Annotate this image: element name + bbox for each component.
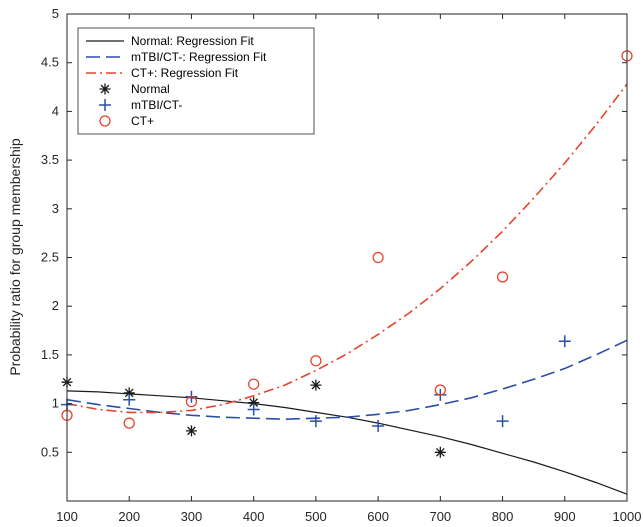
- y-tick-label-0: 0.5: [41, 444, 59, 459]
- x-tick-label-5: 600: [367, 509, 389, 524]
- y-tick-label-6: 3.5: [41, 152, 59, 167]
- data-point-4-8: [558, 335, 571, 348]
- x-tick-label-9: 1000: [613, 509, 642, 524]
- data-point-5-7: [496, 271, 509, 283]
- data-point-4-4: [309, 415, 322, 428]
- legend-label-5: CT+: [131, 114, 154, 128]
- legend-label-0: Normal: Regression Fit: [131, 34, 254, 48]
- legend-label-1: mTBI/CT-: Regression Fit: [131, 50, 267, 64]
- data-point-5-1: [123, 417, 135, 429]
- data-point-5-6: [434, 384, 446, 396]
- y-tick-label-5: 3: [52, 201, 59, 216]
- fit-line-2: [66, 83, 628, 414]
- plot-layer: [61, 50, 633, 495]
- legend-label-2: CT+: Regression Fit: [131, 66, 239, 80]
- data-point-4-1: [123, 393, 136, 406]
- x-tick-label-7: 800: [492, 509, 514, 524]
- data-point-4-7: [496, 415, 509, 428]
- data-point-5-3: [248, 378, 260, 390]
- data-point-5-5: [372, 251, 384, 264]
- y-tick-label-2: 1.5: [41, 347, 59, 362]
- y-tick-label-4: 2.5: [41, 250, 59, 265]
- data-point-5-2: [185, 396, 198, 408]
- y-tick-label-7: 4: [52, 103, 59, 118]
- series-1: [66, 339, 628, 421]
- x-tick-label-3: 400: [243, 509, 265, 524]
- data-point-3-1: [123, 387, 135, 399]
- y-tick-label-3: 2: [52, 298, 59, 313]
- x-tick-label-0: 100: [56, 509, 78, 524]
- data-point-5-4: [310, 355, 322, 367]
- x-tick-label-2: 300: [181, 509, 203, 524]
- y-tick-label-9: 5: [52, 6, 59, 21]
- x-tick-label-4: 500: [305, 509, 327, 524]
- legend-label-3: Normal: [131, 82, 170, 96]
- legend-swatch-5: [99, 115, 111, 127]
- x-tick-label-8: 900: [554, 509, 576, 524]
- legend-label-4: mTBI/CT-: [131, 98, 182, 112]
- ticks-layer: 100 200 300 400 500 600 700 800 900 1000 0.5 1 1.5 2 2…: [41, 6, 642, 524]
- x-tick-label-6: 700: [429, 509, 451, 524]
- legend: Normal: Regression Fit mTBI/CT-: Regressi…: [77, 27, 315, 135]
- data-point-3-5: [434, 446, 446, 458]
- x-tick-label-1: 200: [118, 509, 140, 524]
- legend-swatch-3: [99, 83, 111, 95]
- legend-swatch-4: [99, 99, 111, 111]
- data-point-3-2: [185, 425, 197, 437]
- legend-box: [77, 27, 315, 135]
- data-point-3-3: [248, 397, 260, 409]
- y-axis-label: Probability ratio for group membership: [7, 138, 23, 376]
- fit-line-1: [66, 339, 628, 421]
- data-point-4-3: [247, 403, 260, 416]
- y-tick-label-8: 4.5: [41, 55, 59, 70]
- data-point-4-5: [372, 420, 385, 433]
- data-point-3-4: [310, 379, 322, 391]
- series-2: [66, 83, 628, 414]
- y-tick-label-1: 1: [52, 396, 59, 411]
